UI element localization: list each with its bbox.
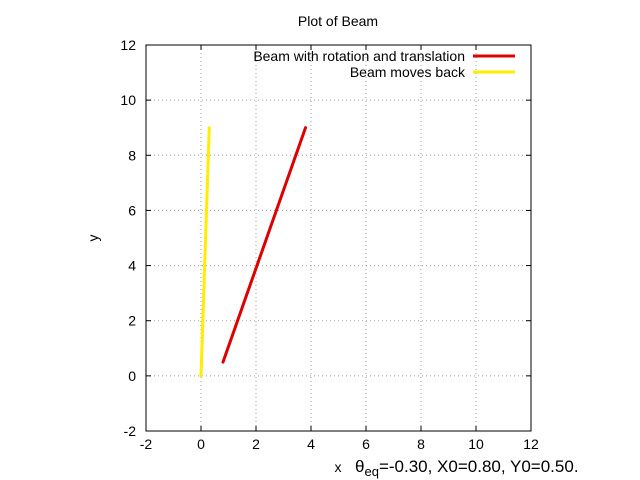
- x-tick-label: 10: [468, 436, 484, 452]
- theta-subscript: eq: [364, 464, 378, 479]
- series-lines: [199, 126, 307, 378]
- y-tick-label: 2: [128, 313, 136, 329]
- x-tick-label: -2: [140, 436, 153, 452]
- axis-ticks: -2 0 2 4 6 8 10 12 -2 0 2 4 6 8 10 12: [120, 37, 539, 452]
- y-axis-label: y: [85, 235, 101, 242]
- y-tick-label: 4: [128, 258, 136, 274]
- x-tick-label: 2: [252, 436, 260, 452]
- x-axis-label: x: [335, 459, 342, 475]
- y-tick-label: 10: [120, 92, 136, 108]
- y-tick-label: 12: [120, 37, 136, 53]
- x-tick-label: 4: [307, 436, 315, 452]
- x-tick-label: 8: [417, 436, 425, 452]
- y-tick-label: -2: [124, 423, 137, 439]
- y-tick-label: 8: [128, 147, 136, 163]
- series-line-2: [199, 126, 211, 378]
- theta-symbol: θ: [355, 457, 364, 476]
- legend-label-2: Beam moves back: [350, 64, 466, 80]
- x-tick-label: 12: [523, 436, 539, 452]
- chart-title: Plot of Beam: [298, 13, 378, 29]
- x-tick-label: 0: [197, 436, 205, 452]
- grid: [146, 45, 531, 431]
- plot-frame: [145, 44, 532, 432]
- y-tick-label: 0: [128, 368, 136, 384]
- annotation-values: =-0.30, X0=0.80, Y0=0.50.: [379, 457, 579, 476]
- series-line-1: [221, 126, 307, 364]
- legend-label-1: Beam with rotation and translation: [253, 48, 465, 64]
- parameter-annotation: θeq=-0.30, X0=0.80, Y0=0.50.: [355, 457, 579, 479]
- x-tick-label: 6: [362, 436, 370, 452]
- y-tick-label: 6: [128, 202, 136, 218]
